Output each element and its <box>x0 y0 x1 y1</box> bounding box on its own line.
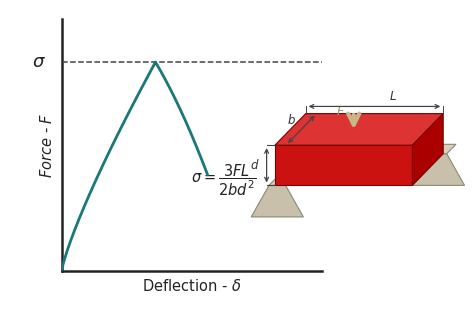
Text: $L$: $L$ <box>390 90 397 103</box>
Text: $\sigma=\dfrac{3FL}{2bd^2}$: $\sigma=\dfrac{3FL}{2bd^2}$ <box>191 163 256 198</box>
Polygon shape <box>412 154 465 185</box>
Text: $d$: $d$ <box>250 158 260 172</box>
Y-axis label: Force - $F$: Force - $F$ <box>39 112 55 178</box>
Polygon shape <box>430 144 456 154</box>
X-axis label: Deflection - $\delta$: Deflection - $\delta$ <box>142 278 242 294</box>
Polygon shape <box>269 176 295 185</box>
Text: $\sigma$: $\sigma$ <box>32 53 46 71</box>
Polygon shape <box>412 114 443 185</box>
Polygon shape <box>275 145 412 185</box>
Polygon shape <box>251 185 303 217</box>
Text: $F$: $F$ <box>336 105 346 118</box>
Polygon shape <box>275 114 443 145</box>
Text: $b$: $b$ <box>287 112 296 127</box>
